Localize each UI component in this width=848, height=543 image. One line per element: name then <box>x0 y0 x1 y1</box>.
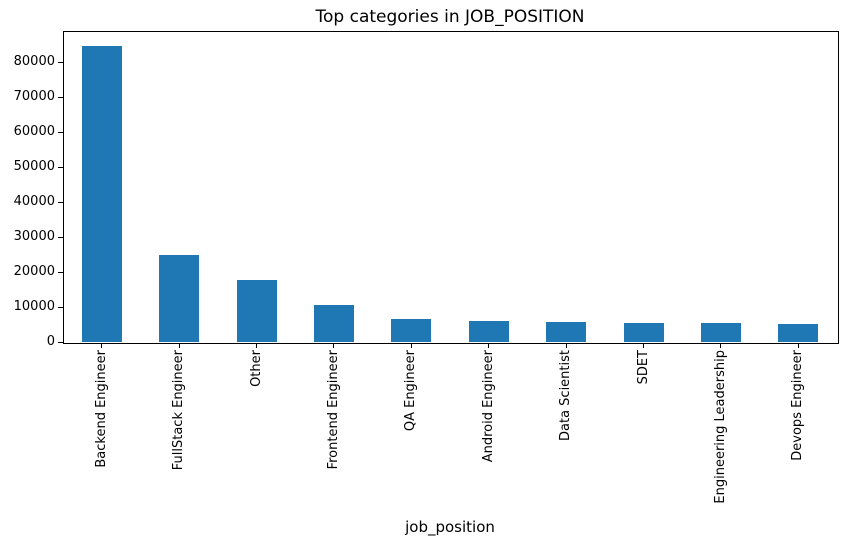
bar-sdet <box>623 323 664 342</box>
x-axis-label: job_position <box>405 518 495 536</box>
x-tick-label-text: Frontend Engineer <box>325 350 341 470</box>
y-tick-label: 20000 <box>13 264 55 280</box>
x-axis-tick <box>256 343 257 348</box>
y-tick-label: 80000 <box>13 54 55 70</box>
x-tick-label-text: Devops Engineer <box>790 350 806 461</box>
bar-other <box>236 279 277 342</box>
x-tick-label-text: FullStack Engineer <box>171 350 187 471</box>
y-tick-label: 70000 <box>13 89 55 105</box>
x-axis-tick <box>488 343 490 348</box>
x-axis-tick <box>720 343 722 348</box>
x-axis-tick <box>797 343 799 348</box>
chart-title: Top categories in JOB_POSITION <box>315 7 585 27</box>
bar-qa-engineer <box>391 318 432 342</box>
x-tick-label-text: Other <box>248 350 264 387</box>
y-tick-label: 60000 <box>13 124 55 140</box>
x-tick-label-text: SDET <box>635 350 651 385</box>
y-tick-label: 0 <box>46 334 55 349</box>
bar-engineering-leadership <box>700 323 741 342</box>
y-tick-label: 50000 <box>13 159 55 175</box>
y-axis-tick <box>58 236 63 238</box>
x-axis-tick <box>101 343 103 348</box>
x-tick-label-text: Engineering Leadership <box>712 350 728 504</box>
x-axis-tick <box>410 343 412 348</box>
bar-fullstack-engineer <box>159 255 200 342</box>
x-axis-tick <box>178 343 180 348</box>
x-axis-tick <box>333 343 335 348</box>
y-axis-tick <box>58 131 63 133</box>
x-axis-tick <box>565 343 567 348</box>
y-axis-tick <box>58 96 63 98</box>
bar-data-scientist <box>546 322 587 342</box>
bar-android-engineer <box>468 321 509 342</box>
x-tick-label-text: QA Engineer <box>403 350 419 432</box>
x-tick-label-text: Data Scientist <box>558 350 574 441</box>
y-axis-tick <box>58 61 63 63</box>
y-axis-tick <box>58 306 63 308</box>
y-axis-tick <box>58 201 63 203</box>
x-axis-tick <box>643 343 644 348</box>
bar-frontend-engineer <box>313 304 354 342</box>
y-axis-tick <box>58 271 63 273</box>
y-tick-label: 10000 <box>13 299 55 315</box>
y-tick-label: 30000 <box>13 229 55 245</box>
bar-devops-engineer <box>778 324 819 342</box>
x-tick-label-text: Android Engineer <box>480 350 496 463</box>
y-axis-tick <box>58 166 63 168</box>
y-axis-tick <box>58 341 63 343</box>
bar-backend-engineer <box>81 46 122 342</box>
x-tick-label-text: Backend Engineer <box>93 350 109 468</box>
y-tick-label: 40000 <box>13 194 55 210</box>
